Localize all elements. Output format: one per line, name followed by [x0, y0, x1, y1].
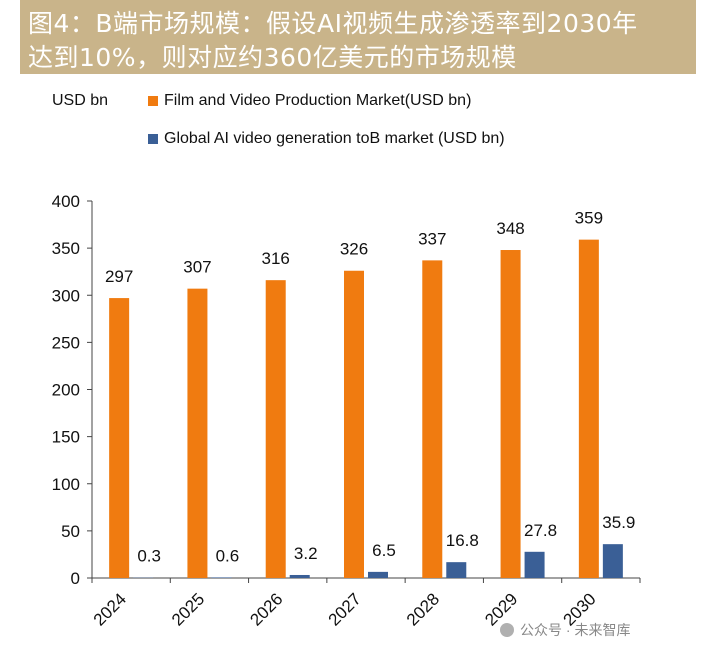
y-tick-label: 150: [52, 428, 80, 447]
x-tick-label: 2026: [246, 589, 286, 629]
bar-film-video: [109, 298, 130, 578]
data-label-film-video: 359: [575, 209, 603, 228]
data-label-ai-video: 16.8: [446, 531, 479, 550]
figure-title-line-2: 达到10%，则对应约360亿美元的市场规模: [28, 43, 517, 72]
bar-film-video: [265, 280, 286, 578]
wechat-icon: [500, 623, 514, 637]
y-tick-label: 50: [61, 522, 80, 541]
watermark: 公众号 · 未来智库: [500, 620, 630, 640]
legend-item-film-video: Film and Video Production Market(USD bn): [148, 92, 471, 110]
data-label-ai-video: 3.2: [294, 544, 318, 563]
y-tick-label: 400: [52, 192, 80, 211]
figure-title-band: 图4：B端市场规模：假设AI视频生成渗透率到2030年 达到10%，则对应约36…: [20, 0, 696, 74]
bar-ai-video: [602, 544, 623, 578]
bar-ai-video: [368, 571, 388, 578]
figure-title-line-1: 图4：B端市场规模：假设AI视频生成渗透率到2030年: [28, 9, 638, 38]
y-tick-label: 250: [52, 333, 80, 352]
y-axis-unit-label: USD bn: [52, 92, 109, 109]
data-label-film-video: 348: [496, 219, 524, 238]
data-label-ai-video: 0.3: [137, 547, 161, 566]
bar-film-video: [422, 260, 443, 578]
bar-film-video: [187, 288, 208, 578]
data-label-film-video: 297: [105, 267, 133, 286]
x-tick-label: 2025: [168, 589, 208, 629]
bar-film-video: [578, 239, 599, 578]
bar-ai-video: [524, 551, 545, 578]
data-label-ai-video: 27.8: [524, 521, 557, 540]
y-tick-label: 100: [52, 475, 80, 494]
y-tick-label: 350: [52, 239, 80, 258]
y-tick-label: 300: [52, 286, 80, 305]
bar-ai-video: [289, 574, 310, 578]
y-tick-label: 200: [52, 381, 80, 400]
data-label-film-video: 307: [183, 258, 211, 277]
legend-label-film-video: Film and Video Production Market(USD bn): [164, 92, 472, 109]
data-label-ai-video: 0.6: [216, 546, 240, 565]
data-label-film-video: 337: [418, 229, 446, 248]
legend-swatch-orange: [148, 96, 158, 106]
x-tick-label: 2024: [90, 589, 130, 629]
x-tick-label: 2027: [325, 589, 365, 629]
data-label-film-video: 316: [262, 249, 290, 268]
data-label-film-video: 326: [340, 240, 368, 259]
legend-label-ai-video: Global AI video generation toB market (U…: [164, 130, 505, 147]
bar-ai-video: [211, 577, 232, 578]
watermark-text: 公众号 · 未来智库: [520, 622, 631, 638]
data-label-ai-video: 35.9: [602, 513, 635, 532]
data-label-ai-video: 6.5: [372, 541, 396, 560]
bar-film-video: [344, 270, 364, 578]
legend-swatch-blue: [148, 134, 158, 144]
bar-ai-video: [446, 562, 467, 578]
bar-film-video: [500, 250, 521, 578]
x-tick-label: 2028: [403, 589, 443, 629]
y-tick-label: 0: [71, 569, 80, 588]
legend-item-ai-video: Global AI video generation toB market (U…: [148, 130, 505, 148]
